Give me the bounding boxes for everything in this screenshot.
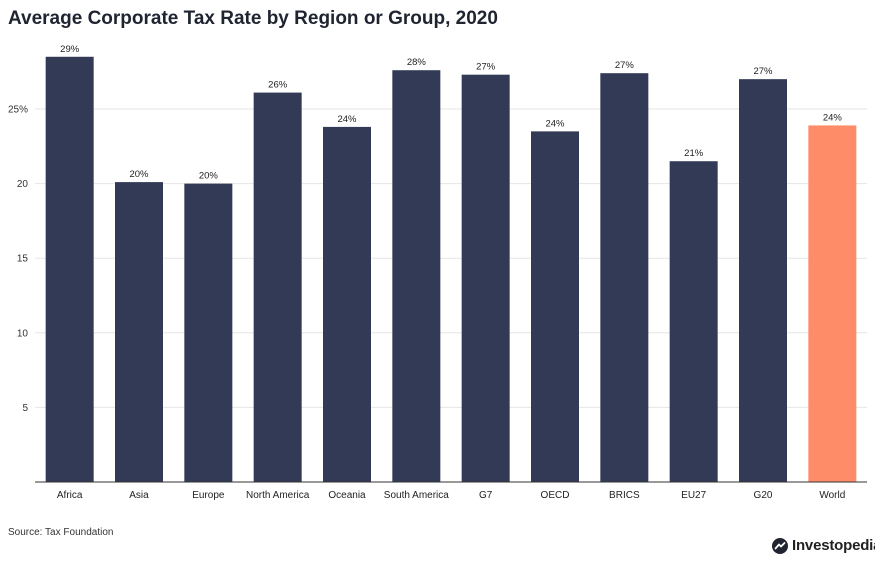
bar-g7 xyxy=(461,74,510,483)
data-label: 20% xyxy=(129,169,149,180)
y-tick-label: 10 xyxy=(17,328,29,339)
bar-north-america xyxy=(253,92,302,482)
x-tick-label: OECD xyxy=(541,490,570,501)
data-label: 26% xyxy=(268,80,288,91)
brand-name: Investopedia xyxy=(792,537,875,554)
x-axis: Africa Asia Europe North America Oceania Sout… xyxy=(57,490,845,501)
x-tick-label: World xyxy=(819,490,845,501)
x-tick-label: G20 xyxy=(754,490,773,501)
bar-brics xyxy=(600,73,649,482)
chart-title: Average Corporate Tax Rate by Region or … xyxy=(8,8,498,29)
data-label: 20% xyxy=(199,171,219,182)
data-label: 27% xyxy=(476,62,496,73)
data-label: 24% xyxy=(823,112,843,123)
investopedia-logo: Investopedia xyxy=(772,537,875,554)
bar-europe xyxy=(184,183,233,482)
investopedia-logo-icon xyxy=(772,537,788,554)
x-tick-label: Oceania xyxy=(328,490,366,501)
data-label: 24% xyxy=(337,114,357,125)
y-tick-label: 15 xyxy=(17,254,29,265)
gridlines xyxy=(35,108,867,408)
y-tick-label: 5 xyxy=(22,403,28,414)
data-labels: 29% 20% 20% 26% 24% 28% 27% 24% 27% 21% 27% 24% xyxy=(60,44,842,182)
x-tick-label: Europe xyxy=(192,490,225,501)
bar-eu27 xyxy=(669,161,718,482)
bar-g20 xyxy=(739,79,787,482)
data-label: 21% xyxy=(684,148,704,159)
bar-oecd xyxy=(531,131,579,482)
y-tick-label: 20 xyxy=(17,179,29,190)
x-tick-label: G7 xyxy=(479,490,493,501)
bar-world xyxy=(808,125,857,483)
data-label: 29% xyxy=(60,44,80,55)
bar-oceania xyxy=(323,126,371,483)
x-tick-label: BRICS xyxy=(609,490,640,501)
x-tick-label: Asia xyxy=(129,490,149,501)
x-tick-label: South America xyxy=(384,490,449,501)
y-axis: 5 10 15 20 25% xyxy=(8,105,28,414)
bars xyxy=(45,56,857,483)
x-tick-label: Africa xyxy=(57,490,83,501)
data-label: 28% xyxy=(407,57,427,68)
bar-asia xyxy=(115,182,163,482)
data-label: 24% xyxy=(545,118,565,129)
bar-africa xyxy=(45,56,94,482)
x-tick-label: EU27 xyxy=(681,490,706,501)
data-label: 27% xyxy=(615,60,635,71)
x-tick-label: North America xyxy=(246,490,310,501)
source-note: Source: Tax Foundation xyxy=(8,527,114,538)
y-tick-label: 25% xyxy=(8,105,28,116)
data-label: 27% xyxy=(753,66,773,77)
bar-south-america xyxy=(392,70,441,482)
